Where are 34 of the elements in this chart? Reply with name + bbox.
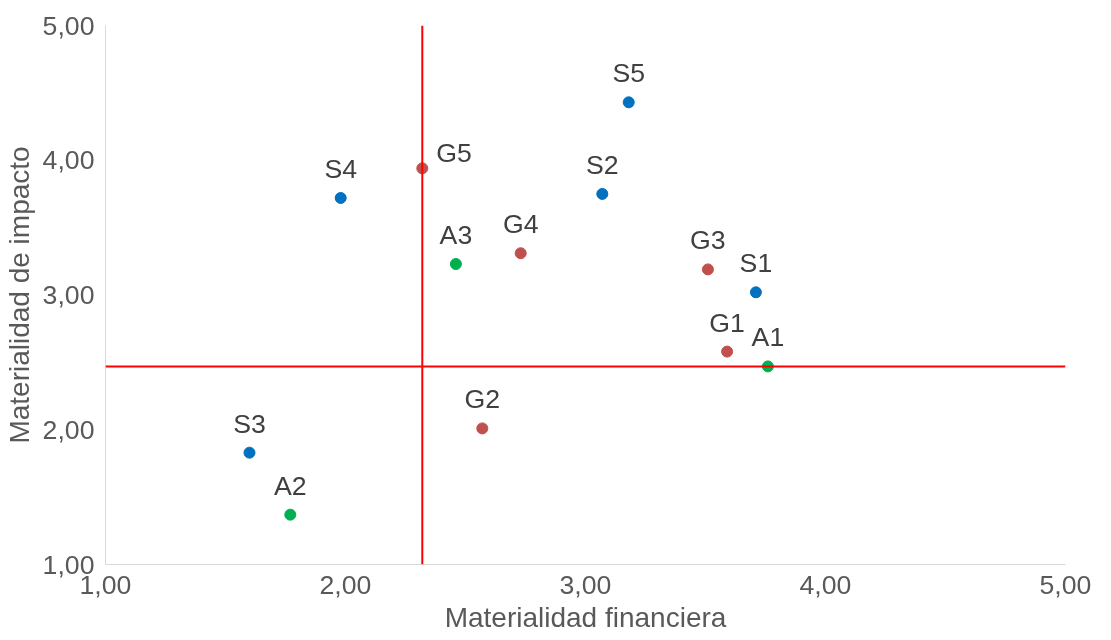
x-tick-label: 5,00 [1039,569,1092,600]
annotation: S1 [739,248,773,279]
x-axis-title: Materialidad financiera [444,601,727,633]
point [701,263,714,276]
x-tick-label: 2,00 [319,569,372,600]
annotation: A2 [274,470,307,501]
annotation: G2 [464,384,501,415]
x-tick-label: 3,00 [559,569,612,600]
annotation: G3 [690,225,726,256]
point [721,345,734,358]
point [449,258,462,270]
annotation: S3 [233,408,266,439]
annotation: S4 [324,153,358,184]
y-tick-label: 3,00 [42,280,95,310]
point [514,247,527,260]
point [284,508,297,521]
annotation: S2 [586,149,619,180]
y-tick-label: 4,00 [42,145,95,176]
annotation: S5 [612,58,646,89]
annotation: G4 [502,209,539,240]
annotation: A3 [439,220,473,251]
point [622,96,635,109]
point [476,422,489,435]
point [596,187,609,200]
point [243,446,256,459]
annotation: G1 [709,307,745,338]
x-tick-label: 4,00 [799,569,852,600]
annotation: G5 [436,138,472,169]
y-axis-title: Materialidad de impacto [3,146,35,444]
y-tick-label: 2,00 [42,414,95,445]
point [334,191,347,204]
annotation: A1 [751,322,785,353]
point [749,286,762,299]
y-tick-label: 5,00 [42,10,95,41]
